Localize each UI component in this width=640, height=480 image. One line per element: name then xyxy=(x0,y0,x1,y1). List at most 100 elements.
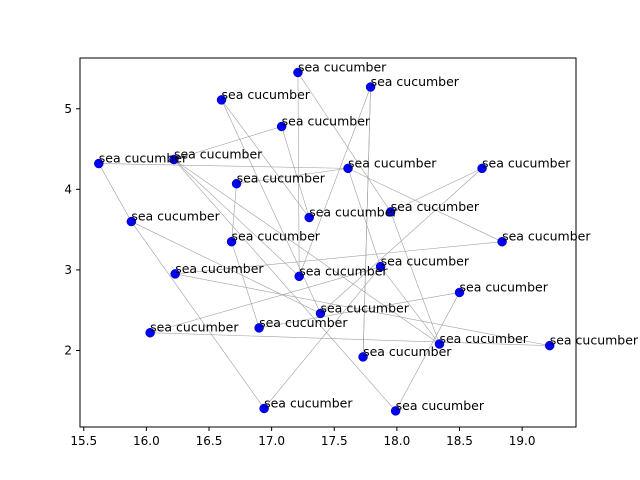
y-tick-label: 2 xyxy=(64,343,72,357)
node-label: sea cucumber xyxy=(550,333,639,348)
edge-line xyxy=(231,183,237,242)
edge-line xyxy=(173,159,440,345)
node-label: sea cucumber xyxy=(150,320,239,335)
edge-line xyxy=(395,292,460,412)
edge-line xyxy=(131,221,321,314)
x-tick-label: 18.0 xyxy=(384,434,411,448)
node-point xyxy=(126,216,137,227)
node-point xyxy=(216,95,227,105)
node-point xyxy=(343,163,353,174)
node-point xyxy=(226,236,237,247)
node-label: sea cucumber xyxy=(439,331,528,346)
y-tick-label: 4 xyxy=(64,182,72,196)
edge-line xyxy=(221,99,310,218)
node-label: sea cucumber xyxy=(320,300,409,315)
node-point xyxy=(145,327,155,338)
x-tick-label: 15.5 xyxy=(70,434,97,448)
node-point xyxy=(375,261,386,272)
node-point xyxy=(544,340,555,351)
x-tick-label: 17.0 xyxy=(258,434,285,448)
edge-line xyxy=(150,266,381,334)
node-point xyxy=(477,163,487,174)
edge-line xyxy=(298,86,371,277)
node-point xyxy=(385,207,396,217)
edge-line xyxy=(390,168,483,213)
edge-layer xyxy=(98,72,550,412)
node-point xyxy=(254,323,264,333)
edge-line xyxy=(98,163,132,222)
node-point xyxy=(293,67,303,78)
x-tick-label: 17.5 xyxy=(321,434,348,448)
edge-line xyxy=(173,159,300,277)
edge-line xyxy=(259,292,460,329)
node-point xyxy=(94,158,104,169)
edge-line xyxy=(231,241,260,328)
edge-line xyxy=(297,72,391,213)
node-label: sea cucumber xyxy=(237,171,326,186)
node-label: sea cucumber xyxy=(381,254,470,269)
x-axis: 15.5 16.0 16.5 17.0 17.5 18.0 18.5 19.0 xyxy=(70,427,536,448)
edge-line xyxy=(380,266,440,345)
edge-line xyxy=(173,126,282,160)
node-point xyxy=(304,212,314,223)
y-tick-label: 5 xyxy=(64,102,72,116)
edge-line xyxy=(362,86,371,357)
node-label: sea cucumber xyxy=(371,74,460,89)
node-label: sea cucumber xyxy=(99,151,188,166)
node-point xyxy=(497,236,507,247)
node-point xyxy=(231,178,242,189)
node-point xyxy=(315,308,326,319)
node-point xyxy=(434,339,445,349)
node-label: sea cucumber xyxy=(482,155,571,170)
node-point xyxy=(259,403,269,414)
x-tick-label: 18.5 xyxy=(446,434,473,448)
node-label: sea cucumber xyxy=(259,315,348,330)
node-layer xyxy=(94,67,555,416)
edge-line xyxy=(150,332,550,346)
plot-frame xyxy=(79,57,577,428)
edge-line xyxy=(131,221,265,409)
node-label: sea cucumber xyxy=(460,279,549,294)
edge-line xyxy=(281,126,310,218)
node-label: sea cucumber xyxy=(309,205,398,220)
x-tick-label: 16.0 xyxy=(133,434,160,448)
edge-line xyxy=(173,159,396,412)
node-label: sea cucumber xyxy=(298,60,387,75)
edge-line xyxy=(347,168,503,242)
x-tick-label: 16.5 xyxy=(196,434,223,448)
edge-line xyxy=(98,163,349,169)
node-point xyxy=(390,406,401,416)
y-axis: 2 3 4 5 xyxy=(64,102,80,357)
edge-line xyxy=(175,241,503,275)
edge-line xyxy=(221,99,321,314)
edge-line xyxy=(297,72,300,277)
node-label: sea cucumber xyxy=(174,147,263,162)
node-point xyxy=(169,154,179,165)
node-point xyxy=(358,352,368,362)
x-tick-label: 19.0 xyxy=(509,434,536,448)
node-label: sea cucumber xyxy=(264,395,353,410)
edge-line xyxy=(263,266,381,409)
edge-line xyxy=(347,168,381,267)
node-label: sea cucumber xyxy=(175,261,264,276)
node-label: sea cucumber xyxy=(391,199,480,214)
node-point xyxy=(454,287,465,298)
edge-line xyxy=(390,211,440,345)
node-label: sea cucumber xyxy=(282,113,371,128)
node-label: sea cucumber xyxy=(502,229,591,244)
node-label: sea cucumber xyxy=(299,263,388,278)
node-label: sea cucumber xyxy=(363,344,452,359)
node-point xyxy=(170,269,180,279)
node-point xyxy=(294,271,304,282)
edge-line xyxy=(236,168,349,184)
node-label: sea cucumber xyxy=(396,398,485,413)
node-label: sea cucumber xyxy=(222,87,311,102)
node-label: sea cucumber xyxy=(131,209,220,224)
node-point xyxy=(365,82,376,92)
y-tick-label: 3 xyxy=(64,263,72,277)
node-label: sea cucumber xyxy=(348,155,437,170)
node-label: sea cucumber xyxy=(232,229,321,244)
node-point xyxy=(276,121,287,132)
